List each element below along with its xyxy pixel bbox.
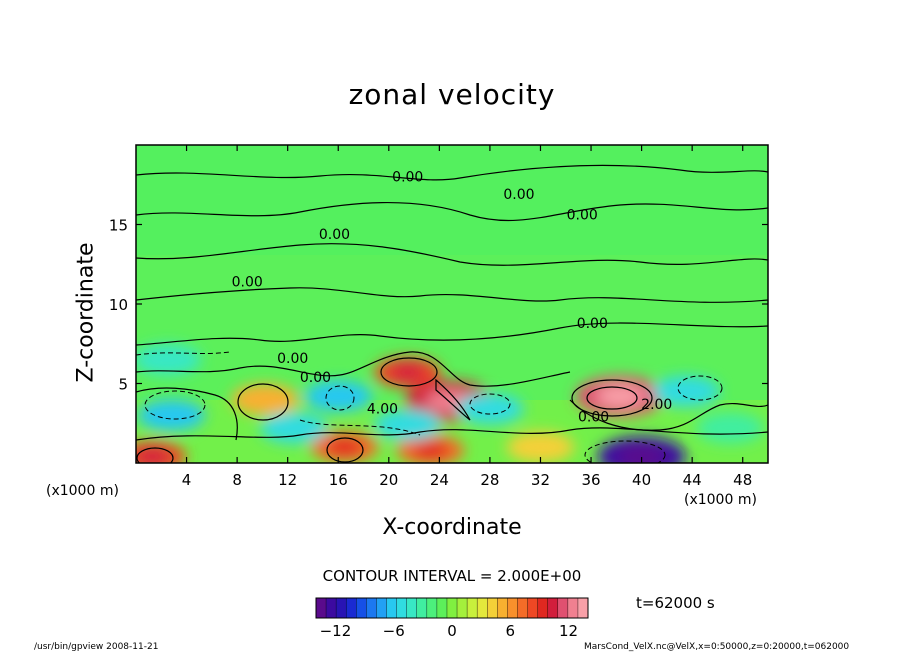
colorbar-swatch-14 <box>457 598 468 618</box>
colorbar-swatch-26 <box>577 598 589 618</box>
colorbar-swatch-0 <box>316 598 327 618</box>
field-feature-core-7 <box>617 445 666 463</box>
x-tick-label-7: 32 <box>531 471 550 489</box>
field-feature-core-6 <box>412 441 449 459</box>
x-tick-label-2: 12 <box>278 471 297 489</box>
field-feature-core-1 <box>389 364 426 381</box>
field-feature-9 <box>373 409 442 441</box>
contour-label-2: 0.00 <box>567 208 598 224</box>
field-feature-core-5 <box>326 438 363 456</box>
contour-label-8: 4.00 <box>367 402 398 418</box>
colorbar-swatch-3 <box>346 598 357 618</box>
negative-contours <box>136 351 723 463</box>
x-unit-label-right: (x1000 m) <box>684 492 757 508</box>
colorbar-tick-label-4: 12 <box>559 622 578 640</box>
field-feature-12 <box>137 399 206 431</box>
field-feature-10 <box>456 393 524 425</box>
colorbar-swatch-15 <box>467 598 478 618</box>
contour-label-9: 0.00 <box>578 410 609 426</box>
x-axis-ticks: 4 8 12 16 20 24 28 32 36 40 44 48 <box>182 145 752 489</box>
colorbar-swatch-16 <box>477 598 488 618</box>
y-tick-label-0: 5 <box>118 376 128 394</box>
colorbar: −12 −6 0 6 12 <box>315 597 589 640</box>
contour-label-7: 0.00 <box>300 370 331 386</box>
contour-interval-label: CONTOUR INTERVAL = 2.000E+00 <box>322 567 582 585</box>
field-feature-15 <box>506 431 575 463</box>
colorbar-swatch-23 <box>547 598 559 618</box>
x-tick-label-10: 44 <box>683 471 702 489</box>
x-tick-label-5: 24 <box>430 471 449 489</box>
footer-program: /usr/bin/gpview 2008-11-21 <box>34 642 159 652</box>
colorbar-tick-label-0: −12 <box>320 622 352 640</box>
x-axis-label: X-coordinate <box>382 515 522 540</box>
field-feature-16 <box>696 412 764 444</box>
colorbar-swatch-8 <box>396 598 407 618</box>
colorbar-swatch-20 <box>517 598 528 618</box>
contour-label-6: 0.00 <box>277 351 308 367</box>
colorbar-swatch-19 <box>507 598 518 618</box>
colorbar-swatch-18 <box>497 598 508 618</box>
x-tick-label-1: 8 <box>232 471 242 489</box>
colorbar-swatch-9 <box>406 598 418 618</box>
colorbar-tick-label-1: −6 <box>383 622 405 640</box>
colorbar-swatch-7 <box>386 598 397 618</box>
colorbar-swatch-10 <box>416 598 428 618</box>
x-tick-label-8: 36 <box>581 471 600 489</box>
colorbar-tick-label-2: 0 <box>447 622 457 640</box>
x-tick-label-3: 16 <box>329 471 348 489</box>
x-tick-label-9: 40 <box>632 471 651 489</box>
colorbar-swatch-17 <box>487 598 498 618</box>
contour-label-5: 0.00 <box>577 316 608 332</box>
colorbar-swatch-12 <box>436 598 448 618</box>
contour-label-4: 0.00 <box>232 275 263 291</box>
field-feature-core-4 <box>136 448 171 463</box>
field-feature-11 <box>652 375 720 408</box>
x-tick-label-4: 20 <box>379 471 398 489</box>
x-tick-label-0: 4 <box>182 471 192 489</box>
contour-label-1: 0.00 <box>503 187 534 203</box>
contour-label-3: 0.00 <box>319 227 350 243</box>
contour-label-0: 0.00 <box>392 170 423 186</box>
colorbar-frame <box>315 597 589 619</box>
colorbar-swatch-5 <box>366 598 377 618</box>
colorbar-swatch-6 <box>376 598 387 618</box>
velocity-field <box>136 145 768 463</box>
colorbar-swatch-13 <box>446 598 458 618</box>
colorbar-tick-label-3: 6 <box>506 622 516 640</box>
y-axis-ticks: 5 10 15 <box>109 217 768 394</box>
chart-title: zonal velocity <box>348 78 556 111</box>
contour-lines <box>136 164 768 463</box>
colorbar-swatch-25 <box>567 598 579 618</box>
colorbar-swatch-4 <box>356 598 367 618</box>
x-unit-label-left: (x1000 m) <box>46 483 119 499</box>
colorbar-swatch-21 <box>527 598 538 618</box>
colorbar-swatch-22 <box>537 598 549 618</box>
colorbar-swatch-24 <box>557 598 569 618</box>
y-tick-label-2: 15 <box>109 217 128 235</box>
footer-source: MarsCond_VelX.nc@VelX,x=0:50000,z=0:2000… <box>584 642 850 652</box>
field-feature-3 <box>231 383 299 415</box>
time-label: t=62000 s <box>636 594 715 612</box>
x-tick-label-11: 48 <box>733 471 752 489</box>
colorbar-swatch-2 <box>336 598 347 618</box>
colorbar-swatch-1 <box>326 598 337 618</box>
x-tick-label-6: 28 <box>480 471 499 489</box>
field-feature-13 <box>136 344 202 376</box>
field-feature-8 <box>304 380 373 412</box>
field-feature-14 <box>260 412 328 444</box>
contour-label-10: 2.00 <box>641 397 672 413</box>
y-tick-label-1: 10 <box>109 296 128 314</box>
contour-labels: 0.00 0.00 0.00 0.00 0.00 0.00 0.00 0.00 4.00 0.00… <box>232 170 673 426</box>
colorbar-swatch-11 <box>426 598 438 618</box>
